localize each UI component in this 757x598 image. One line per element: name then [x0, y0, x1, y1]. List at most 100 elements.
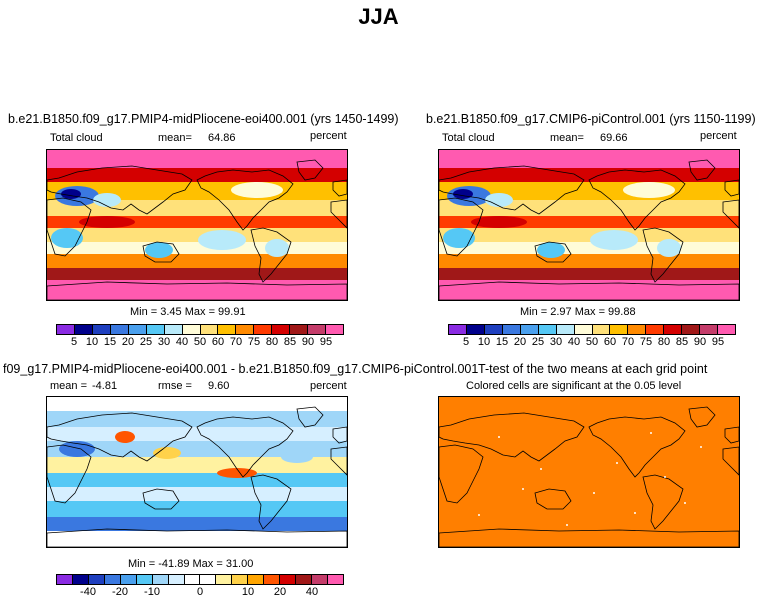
- cbl2-tick-14: 95: [711, 336, 725, 348]
- cbar3-swatch-13: [263, 575, 280, 584]
- map2-field-patch-11: [453, 189, 473, 199]
- panel1-mean-value: 64.86: [208, 132, 236, 144]
- map1-plot: [47, 150, 347, 300]
- cbar3-swatch-15: [295, 575, 311, 584]
- map4-nonsignificant-cell-10: [522, 488, 524, 490]
- cbar3-swatch-4: [119, 575, 136, 584]
- map4-nonsignificant-cell-1: [540, 468, 542, 470]
- cbar3-swatch-12: [247, 575, 264, 584]
- cbar1-swatch-14: [307, 325, 326, 334]
- cbl2-tick-3: 20: [513, 336, 527, 348]
- map4-nonsignificant-cell-8: [634, 512, 636, 514]
- map3-greenland-outline: [296, 406, 324, 428]
- map1-field-band-5: [47, 228, 347, 242]
- cbar3-swatch-2: [87, 575, 104, 584]
- cbl2-tick-10: 75: [639, 336, 653, 348]
- cbar3-swatch-11: [231, 575, 248, 584]
- panel4-title: T-test of the two means at each grid poi…: [478, 362, 708, 376]
- panel3-rmse-value: 9.60: [208, 380, 230, 392]
- cbar3-swatch-8: [183, 575, 200, 584]
- cbar2-swatch-0: [449, 325, 466, 334]
- map2-plot: [439, 150, 739, 300]
- cbar3-swatch-3: [103, 575, 120, 584]
- cbar1-swatch-9: [217, 325, 236, 334]
- cbl1-tick-0: 5: [70, 336, 78, 348]
- map3-antarctica-outline: [47, 528, 347, 547]
- cbar2-swatch-2: [483, 325, 502, 334]
- panel2-colorbar: [448, 324, 736, 335]
- panel2-map: [438, 149, 740, 301]
- cbl1-tick-8: 60: [211, 336, 225, 348]
- map4-field-band-0: [439, 397, 739, 547]
- map2-field-band-5: [439, 228, 739, 242]
- cbar3-swatch-9: [199, 575, 216, 584]
- map2-australia-outline: [534, 241, 572, 263]
- panel1-colorbar: [56, 324, 344, 335]
- map3-field-patch-11: [217, 468, 257, 478]
- cbar2-swatch-3: [501, 325, 520, 334]
- cbar2-swatch-4: [519, 325, 538, 334]
- cbar1-swatch-3: [109, 325, 128, 334]
- cbl2-tick-2: 15: [495, 336, 509, 348]
- panel3-units: percent: [310, 380, 347, 392]
- cbar1-swatch-5: [145, 325, 164, 334]
- map2-africa-west-outline: [722, 199, 739, 229]
- cbl1-tick-1: 10: [85, 336, 99, 348]
- cbl1-tick-6: 40: [175, 336, 189, 348]
- map3-europe-west-outline: [332, 426, 347, 444]
- map3-north-america-outline: [196, 416, 294, 478]
- cbar1-swatch-2: [91, 325, 110, 334]
- map4-nonsignificant-cell-7: [566, 524, 568, 526]
- cbar3-swatch-17: [326, 575, 343, 584]
- map4-nonsignificant-cell-9: [684, 502, 686, 504]
- map2-africa-outline: [439, 197, 484, 257]
- map4-nonsignificant-cell-3: [616, 462, 618, 464]
- panel4-subtitle: Colored cells are significant at the 0.0…: [466, 380, 682, 392]
- cbar2-swatch-10: [627, 325, 646, 334]
- map2-north-america-outline: [588, 169, 686, 231]
- map4-plot: [439, 397, 739, 547]
- cbar1-swatch-11: [253, 325, 272, 334]
- map3-south-america-outline: [250, 474, 292, 530]
- cbl1-tick-14: 95: [319, 336, 333, 348]
- map4-nonsignificant-cell-0: [498, 436, 500, 438]
- map3-field-patch-13: [281, 451, 313, 463]
- panel1-title: b.e21.B1850.f09_g17.PMIP4-midPliocene-eo…: [8, 112, 399, 126]
- map2-field-band-3: [439, 200, 739, 216]
- map2-south-america-outline: [642, 227, 684, 283]
- panel3-minmax: Min = -41.89 Max = 31.00: [128, 558, 254, 570]
- map2-field-patch-17: [471, 216, 527, 228]
- map4-nonsignificant-cell-5: [700, 446, 702, 448]
- cbar1-swatch-7: [181, 325, 200, 334]
- cbl1-tick-3: 20: [121, 336, 135, 348]
- map2-field-patch-18: [623, 182, 675, 198]
- cbl2-tick-5: 30: [549, 336, 563, 348]
- map1-field-band-8: [47, 268, 347, 280]
- map4-north-america-outline: [588, 416, 686, 478]
- cbar2-swatch-7: [573, 325, 592, 334]
- map4-nonsignificant-cell-6: [478, 514, 480, 516]
- panel3-mean-label: mean =: [50, 380, 87, 392]
- map2-field-patch-13: [590, 230, 638, 250]
- cbar1-swatch-0: [57, 325, 74, 334]
- panel1-minmax: Min = 3.45 Max = 99.91: [130, 306, 246, 318]
- map3-eurasia-outline: [47, 412, 193, 462]
- map2-field-patch-16: [657, 239, 681, 257]
- map3-field-band-6: [47, 487, 347, 501]
- cbl1-tick-5: 30: [157, 336, 171, 348]
- cbl2-tick-7: 50: [585, 336, 599, 348]
- cbar1-swatch-1: [73, 325, 92, 334]
- panel3-title: f09_g17.PMIP4-midPliocene-eoi400.001 - b…: [3, 362, 479, 376]
- map2-greenland-outline: [688, 159, 716, 181]
- map2-field-band-8: [439, 268, 739, 280]
- cbl2-tick-0: 5: [462, 336, 470, 348]
- map1-greenland-outline: [296, 159, 324, 181]
- cbl1-tick-9: 70: [229, 336, 243, 348]
- cbl2-tick-12: 85: [675, 336, 689, 348]
- cbl2-tick-8: 60: [603, 336, 617, 348]
- cbar2-swatch-11: [645, 325, 664, 334]
- cbl1-tick-12: 85: [283, 336, 297, 348]
- cbar1-swatch-6: [163, 325, 182, 334]
- map3-field-band-5: [47, 473, 347, 487]
- map3-field-patch-12: [153, 447, 181, 459]
